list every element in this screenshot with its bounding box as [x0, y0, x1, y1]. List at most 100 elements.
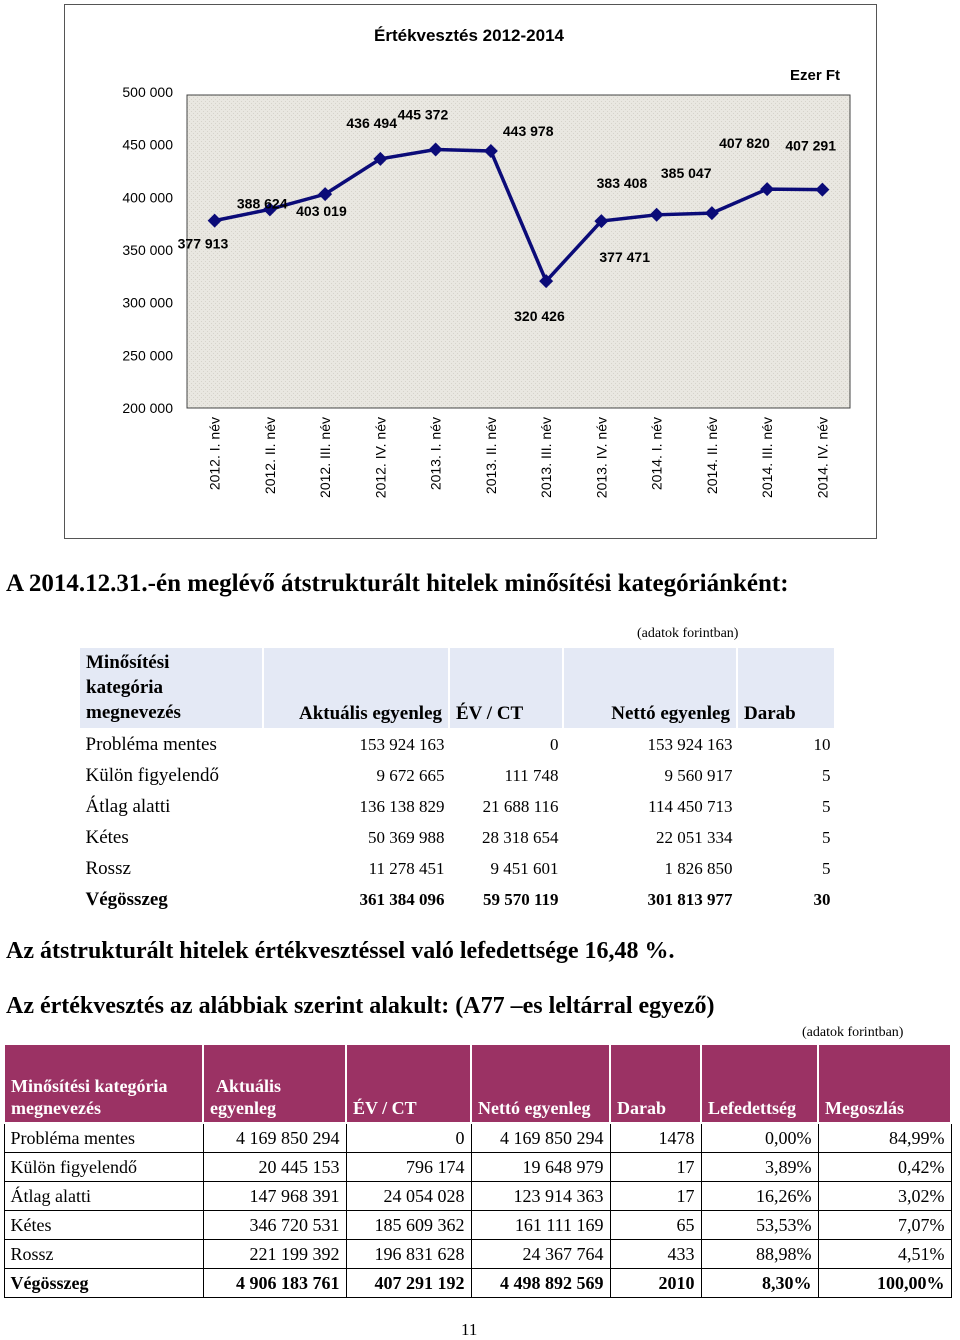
- y-tick-label: 400 000: [122, 189, 173, 205]
- x-tick-label: 2012. IV. név: [372, 417, 388, 498]
- cell-value: 1478: [609, 1122, 702, 1153]
- cell-value: 11 278 451: [262, 853, 450, 885]
- data-point-marker: [262, 202, 277, 217]
- row-label: Külön figyelendő: [3, 1152, 204, 1182]
- data-label: 445 372: [398, 107, 449, 123]
- col-header-category-line2: kategória: [86, 677, 164, 698]
- cell-value: 65: [609, 1210, 702, 1240]
- table-total-row: Végösszeg 4 906 183 761 407 291 192 4 498 8…: [3, 1268, 952, 1298]
- cell-value: 30: [736, 884, 836, 916]
- data-point-marker: [649, 207, 664, 222]
- cell-value: 433: [609, 1239, 702, 1269]
- cell-value: 111 748: [448, 760, 564, 792]
- cell-value: 153 924 163: [262, 728, 450, 761]
- table-row: Kétes 346 720 531 185 609 362 161 111 169 65…: [3, 1210, 952, 1240]
- cell-value: 21 688 116: [448, 791, 564, 823]
- y-tick-label: 250 000: [122, 347, 173, 363]
- cell-value: 5: [736, 760, 836, 792]
- data-label: 443 978: [503, 123, 554, 139]
- row-label: Végösszeg: [78, 884, 264, 916]
- table-row: Átlag alatti 147 968 391 24 054 028 123 914…: [3, 1181, 952, 1211]
- row-label: Kétes: [3, 1210, 204, 1240]
- col-header-count: Darab: [736, 646, 836, 730]
- impairment-table: Minősítési kategória megnevezés Aktuális…: [3, 1043, 952, 1298]
- line-chart: Értékvesztés 2012-2014 Ezer Ft 200 000 25…: [122, 26, 851, 498]
- row-label: Külön figyelendő: [78, 760, 264, 792]
- cell-value: 5: [736, 822, 836, 854]
- col-header-ev-ct: ÉV / CT: [448, 646, 564, 730]
- col-header-category-line1: Minősítési kategória: [11, 1076, 168, 1096]
- y-tick-label: 350 000: [122, 242, 173, 258]
- cell-value: 5: [736, 853, 836, 885]
- col-header-balance-line2: egyenleg: [210, 1098, 276, 1118]
- col-header-net-balance: Nettó egyenleg: [562, 646, 738, 730]
- cell-value: 161 111 169: [470, 1210, 611, 1240]
- table-total-row: Végösszeg 361 384 096 59 570 119 301 813 97…: [78, 884, 836, 916]
- data-point-marker: [207, 213, 222, 228]
- row-label: Probléma mentes: [3, 1122, 204, 1153]
- cell-value: 10: [736, 728, 836, 761]
- cell-value: 20 445 153: [202, 1152, 347, 1182]
- cell-value: 4 498 892 569: [470, 1268, 611, 1298]
- cell-value: 59 570 119: [448, 884, 564, 916]
- table-header-row: Minősítési kategória megnevezés Aktuális…: [3, 1043, 952, 1124]
- col-header-ev-ct: ÉV / CT: [345, 1043, 472, 1124]
- table-row: Külön figyelendő 9 672 665 111 748 9 560 91…: [78, 760, 836, 792]
- data-label: 320 426: [514, 308, 565, 324]
- table-row: Kétes 50 369 988 28 318 654 22 051 334 5: [78, 822, 836, 854]
- data-label: 377 913: [178, 236, 229, 252]
- cell-value: 1 826 850: [562, 853, 738, 885]
- col-header-coverage: Lefedettség: [700, 1043, 819, 1124]
- data-label: 407 820: [719, 135, 770, 151]
- cell-value: 5: [736, 791, 836, 823]
- cell-value: 136 138 829: [262, 791, 450, 823]
- page-number: 11: [461, 1320, 478, 1339]
- cell-value: 3,02%: [817, 1181, 952, 1211]
- x-tick-label: 2014. III. név: [759, 417, 775, 498]
- cell-value: 84,99%: [817, 1122, 952, 1153]
- chart-title: Értékvesztés 2012-2014: [374, 26, 565, 45]
- series-line: [214, 147, 823, 285]
- restructured-loans-table: Minősítési kategória megnevezés Aktuális…: [77, 645, 837, 917]
- cell-value: 16,26%: [700, 1181, 819, 1211]
- x-tick-label: 2014. II. név: [704, 417, 720, 494]
- cell-value: 100,00%: [817, 1268, 952, 1298]
- row-label: Kétes: [78, 822, 264, 854]
- data-point-marker: [318, 187, 333, 202]
- y-tick-label: 300 000: [122, 295, 173, 311]
- col-header-category: Minősítési kategória megnevezés: [3, 1043, 204, 1124]
- row-label: Rossz: [78, 853, 264, 885]
- cell-value: 0: [345, 1122, 472, 1153]
- data-point-marker: [815, 182, 830, 197]
- plot-area: [186, 94, 851, 409]
- table1-unit-note: (adatok forintban): [637, 626, 739, 641]
- data-label: 377 471: [599, 249, 650, 265]
- data-point-marker: [483, 144, 498, 159]
- cell-value: 4 906 183 761: [202, 1268, 347, 1298]
- cell-value: 9 451 601: [448, 853, 564, 885]
- cell-value: 9 672 665: [262, 760, 450, 792]
- col-header-category: Minősítési kategória megnevezés: [78, 646, 264, 730]
- cell-value: 24 367 764: [470, 1239, 611, 1269]
- chart-frame: Értékvesztés 2012-2014 Ezer Ft 200 000 25…: [64, 4, 877, 539]
- table2-unit-note: (adatok forintban): [802, 1025, 904, 1040]
- data-label: 383 408: [597, 175, 648, 191]
- data-point-marker: [428, 142, 443, 157]
- cell-value: 301 813 977: [562, 884, 738, 916]
- cell-value: 24 054 028: [345, 1181, 472, 1211]
- data-point-marker: [594, 214, 609, 229]
- cell-value: 19 648 979: [470, 1152, 611, 1182]
- section-heading-restructured: A 2014.12.31.-én meglévő átstrukturált h…: [6, 570, 789, 597]
- table-header-row: Minősítési kategória megnevezés Aktuális…: [78, 646, 836, 730]
- cell-value: 796 174: [345, 1152, 472, 1182]
- x-tick-label: 2013. I. név: [428, 417, 444, 490]
- col-header-net-balance: Nettó egyenleg: [470, 1043, 611, 1124]
- data-point-marker: [539, 274, 554, 289]
- row-label: Probléma mentes: [78, 728, 264, 761]
- cell-value: 2010: [609, 1268, 702, 1298]
- cell-value: 123 914 363: [470, 1181, 611, 1211]
- cell-value: 221 199 392: [202, 1239, 347, 1269]
- row-label: Végösszeg: [3, 1268, 204, 1298]
- cell-value: 185 609 362: [345, 1210, 472, 1240]
- cell-value: 3,89%: [700, 1152, 819, 1182]
